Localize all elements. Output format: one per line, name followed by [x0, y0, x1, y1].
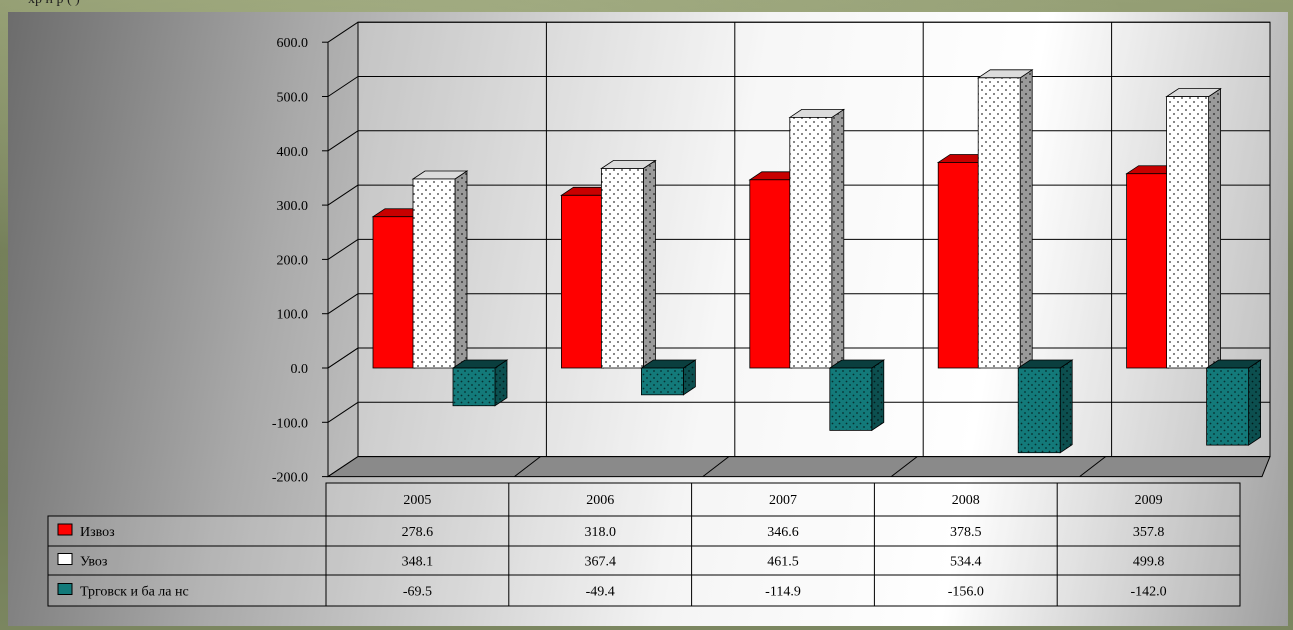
bar [828, 359, 886, 432]
gridline-side [327, 238, 359, 260]
bar-front [452, 367, 496, 407]
gridline-side [327, 401, 359, 423]
y-tick-label: -200.0 [272, 471, 308, 486]
bars [371, 69, 1262, 454]
table-cell: 278.6 [402, 525, 434, 540]
bar-front [829, 367, 873, 431]
bar-front [1206, 367, 1249, 446]
bar-front [789, 117, 833, 369]
table-header [325, 482, 1241, 517]
bar-front [561, 194, 604, 369]
bar-side [1208, 87, 1221, 369]
bar-front [412, 178, 456, 369]
y-axis-ticks: 600.0 500.0 400.0 300.0 200.0 100.0 0.0 -100.0 -… [272, 36, 308, 485]
bar-side [1248, 359, 1261, 446]
bar-front [977, 77, 1021, 369]
gridline-side [327, 21, 359, 43]
legend-swatch [57, 583, 73, 595]
floor-divider [890, 456, 918, 477]
bar [451, 359, 509, 407]
y-tick-label: 600.0 [277, 36, 309, 51]
floor-divider [1079, 456, 1106, 477]
table-cell: 357.8 [1133, 525, 1165, 540]
table-cell: -114.9 [765, 585, 801, 600]
bar-side [454, 170, 468, 369]
y-tick-label: -100.0 [272, 416, 308, 431]
bar-side [1059, 359, 1073, 454]
table-cell: -142.0 [1131, 585, 1167, 600]
table-cell: 367.4 [584, 555, 616, 570]
table-header-cell: 2006 [586, 493, 614, 508]
floor-divider [702, 456, 730, 477]
zero-line-side [327, 347, 359, 369]
bar-front [749, 179, 793, 369]
y-tick-label: 400.0 [277, 145, 309, 160]
gridline-side [327, 130, 359, 152]
bar [640, 359, 697, 396]
chart-panel: 600.0 500.0 400.0 300.0 200.0 100.0 0.0 -100.0 -… [8, 12, 1288, 626]
bar-front [1017, 367, 1061, 454]
gridline-side [327, 184, 359, 206]
table-body [47, 515, 1241, 607]
table-cell: 461.5 [767, 555, 799, 570]
table-cell: -49.4 [586, 585, 615, 600]
legend-swatch [57, 553, 73, 565]
bar-front [937, 162, 981, 369]
table-cell: -69.5 [403, 585, 432, 600]
bar-side [643, 159, 656, 369]
table-header-cell: 2007 [769, 493, 797, 508]
legend-swatch [57, 523, 73, 536]
table-cell: 378.5 [950, 525, 982, 540]
bar [411, 170, 469, 369]
y-tick-label: 0.0 [291, 362, 309, 377]
y-tick-label: 300.0 [277, 199, 309, 214]
table-header-cell: 2009 [1135, 493, 1163, 508]
bar [788, 108, 846, 369]
bar-side [1019, 69, 1033, 369]
table-row-label: Извоз [80, 525, 115, 540]
chart: 600.0 500.0 400.0 300.0 200.0 100.0 0.0 -100.0 -… [47, 21, 1271, 607]
table-row-label: Увоз [80, 555, 108, 570]
floor-divider [514, 456, 541, 477]
table-cell: -156.0 [948, 585, 984, 600]
table-cell: 499.8 [1133, 555, 1165, 570]
bar [1016, 359, 1074, 454]
bar-front [372, 216, 416, 369]
table-header-cell: 2008 [952, 493, 980, 508]
floor [326, 456, 1271, 478]
table-cell: 346.6 [767, 525, 799, 540]
gridline-side [327, 293, 359, 315]
y-tick-label: 500.0 [277, 91, 309, 106]
data-table: 2005 2006 2007 2008 2009 Извоз 278.6 318.0 346.6… [47, 482, 1241, 607]
table-row-label: Трговск и ба ла нс [80, 585, 189, 600]
bar-side [871, 359, 885, 432]
bar-front [601, 168, 644, 369]
bar [1205, 359, 1262, 446]
top-caption: хр н р ( ) [28, 0, 80, 8]
bar [1165, 87, 1222, 369]
bar-front [1166, 96, 1209, 369]
bar-side [831, 108, 845, 369]
y-tick-label: 200.0 [277, 253, 309, 268]
y-tick-label: 100.0 [277, 308, 309, 323]
table-cell: 318.0 [584, 525, 616, 540]
table-header-cell: 2005 [403, 493, 431, 508]
bar-front [641, 367, 684, 396]
table-cell: 348.1 [402, 555, 434, 570]
bar-front [1126, 173, 1169, 369]
table-cell: 534.4 [950, 555, 982, 570]
bar [976, 69, 1034, 369]
gridline-side [327, 76, 359, 97]
bar [600, 159, 657, 369]
